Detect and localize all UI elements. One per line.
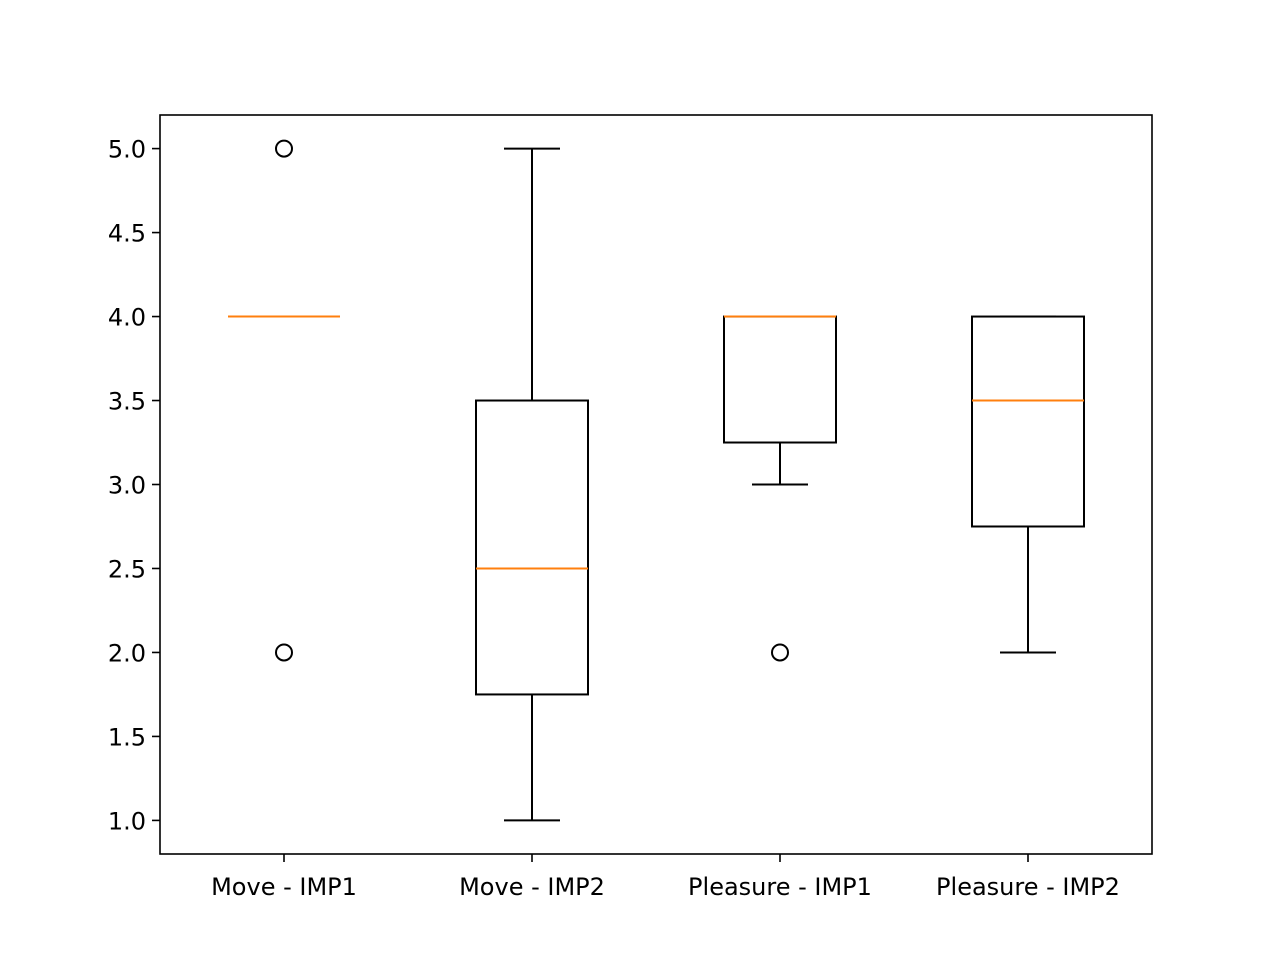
y-tick-label: 3.0: [108, 472, 146, 500]
outlier-point: [275, 643, 293, 662]
y-tick-label: 2.0: [108, 639, 146, 667]
box-group: [228, 139, 340, 662]
x-tick-label: Move - IMP2: [459, 873, 605, 901]
y-tick-label: 4.5: [108, 220, 146, 248]
outlier-point: [771, 643, 789, 662]
axis-ticks: Move - IMP1 Move - IMP2 Pleasure - IMP1 Ple…: [108, 136, 1120, 901]
y-tick-label: 1.5: [108, 723, 146, 751]
box-group: [475, 147, 589, 822]
plot-marks: [228, 139, 1085, 822]
x-tick-label: Move - IMP1: [211, 873, 357, 901]
outlier-point: [275, 139, 293, 158]
y-tick-label: 2.5: [108, 555, 146, 583]
x-tick-label: Pleasure - IMP2: [936, 873, 1120, 901]
box-group: [971, 315, 1085, 654]
box-iqr: [723, 315, 837, 444]
y-tick-label: 5.0: [108, 136, 146, 164]
x-tick-label: Pleasure - IMP1: [688, 873, 872, 901]
box-group: [723, 315, 837, 662]
box-iqr: [971, 315, 1085, 528]
y-tick-label: 3.5: [108, 388, 146, 416]
plot-area-frame: [159, 114, 1153, 855]
box-iqr: [475, 399, 589, 696]
y-tick-label: 4.0: [108, 304, 146, 332]
y-tick-label: 1.0: [108, 807, 146, 835]
